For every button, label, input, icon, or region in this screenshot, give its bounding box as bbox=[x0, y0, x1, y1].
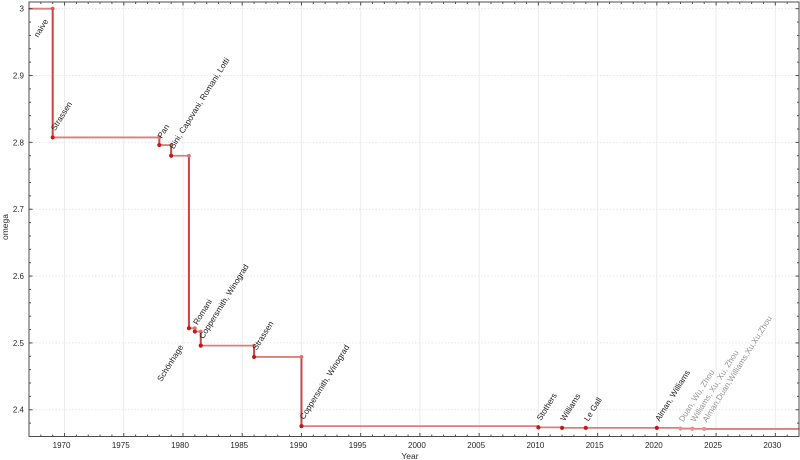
svg-text:2.8: 2.8 bbox=[13, 138, 25, 147]
svg-text:3: 3 bbox=[20, 5, 25, 14]
svg-text:2030: 2030 bbox=[763, 441, 781, 450]
svg-text:2020: 2020 bbox=[645, 441, 663, 450]
svg-text:2005: 2005 bbox=[467, 441, 485, 450]
svg-text:2010: 2010 bbox=[526, 441, 544, 450]
svg-text:2025: 2025 bbox=[704, 441, 722, 450]
svg-text:omega: omega bbox=[0, 214, 10, 240]
svg-text:1985: 1985 bbox=[230, 441, 248, 450]
svg-text:2.5: 2.5 bbox=[13, 339, 25, 348]
svg-text:2.9: 2.9 bbox=[13, 71, 25, 80]
svg-text:2015: 2015 bbox=[586, 441, 604, 450]
svg-text:Year: Year bbox=[401, 451, 418, 460]
svg-text:1970: 1970 bbox=[53, 441, 71, 450]
svg-text:2.7: 2.7 bbox=[13, 205, 25, 214]
svg-text:1980: 1980 bbox=[171, 441, 189, 450]
svg-text:2.4: 2.4 bbox=[13, 406, 25, 415]
svg-text:1975: 1975 bbox=[112, 441, 130, 450]
svg-text:1990: 1990 bbox=[290, 441, 308, 450]
svg-text:1995: 1995 bbox=[349, 441, 367, 450]
svg-text:2000: 2000 bbox=[408, 441, 426, 450]
svg-text:2.6: 2.6 bbox=[13, 272, 25, 281]
